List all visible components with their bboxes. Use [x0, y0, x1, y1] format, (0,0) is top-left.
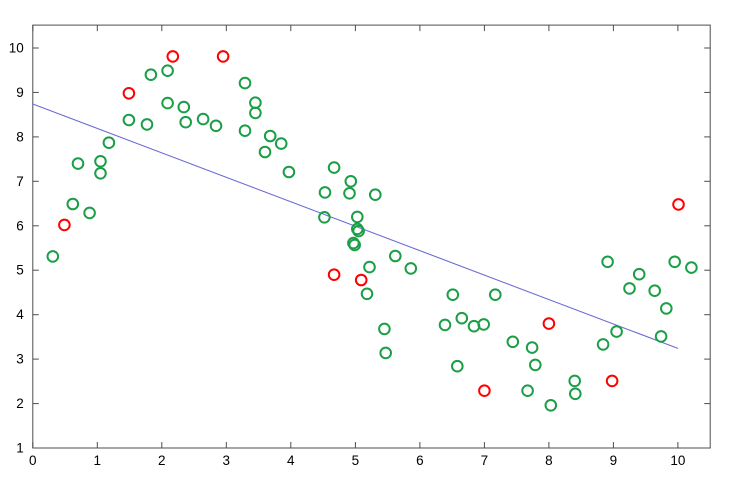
svg-text:8: 8 — [16, 129, 24, 144]
svg-text:9: 9 — [16, 85, 24, 100]
svg-text:8: 8 — [545, 453, 553, 468]
svg-text:4: 4 — [287, 453, 295, 468]
svg-text:9: 9 — [610, 453, 618, 468]
svg-text:7: 7 — [16, 174, 24, 189]
svg-text:2: 2 — [158, 453, 166, 468]
svg-text:7: 7 — [481, 453, 489, 468]
svg-text:10: 10 — [670, 453, 685, 468]
svg-text:4: 4 — [16, 307, 24, 322]
svg-text:3: 3 — [223, 453, 231, 468]
svg-text:3: 3 — [16, 352, 24, 367]
svg-text:5: 5 — [352, 453, 360, 468]
svg-text:6: 6 — [416, 453, 424, 468]
svg-text:6: 6 — [16, 218, 24, 233]
svg-text:0: 0 — [29, 453, 37, 468]
svg-text:10: 10 — [9, 41, 24, 56]
svg-text:2: 2 — [16, 396, 24, 411]
svg-text:1: 1 — [94, 453, 102, 468]
svg-text:5: 5 — [16, 263, 24, 278]
svg-text:1: 1 — [16, 441, 24, 456]
